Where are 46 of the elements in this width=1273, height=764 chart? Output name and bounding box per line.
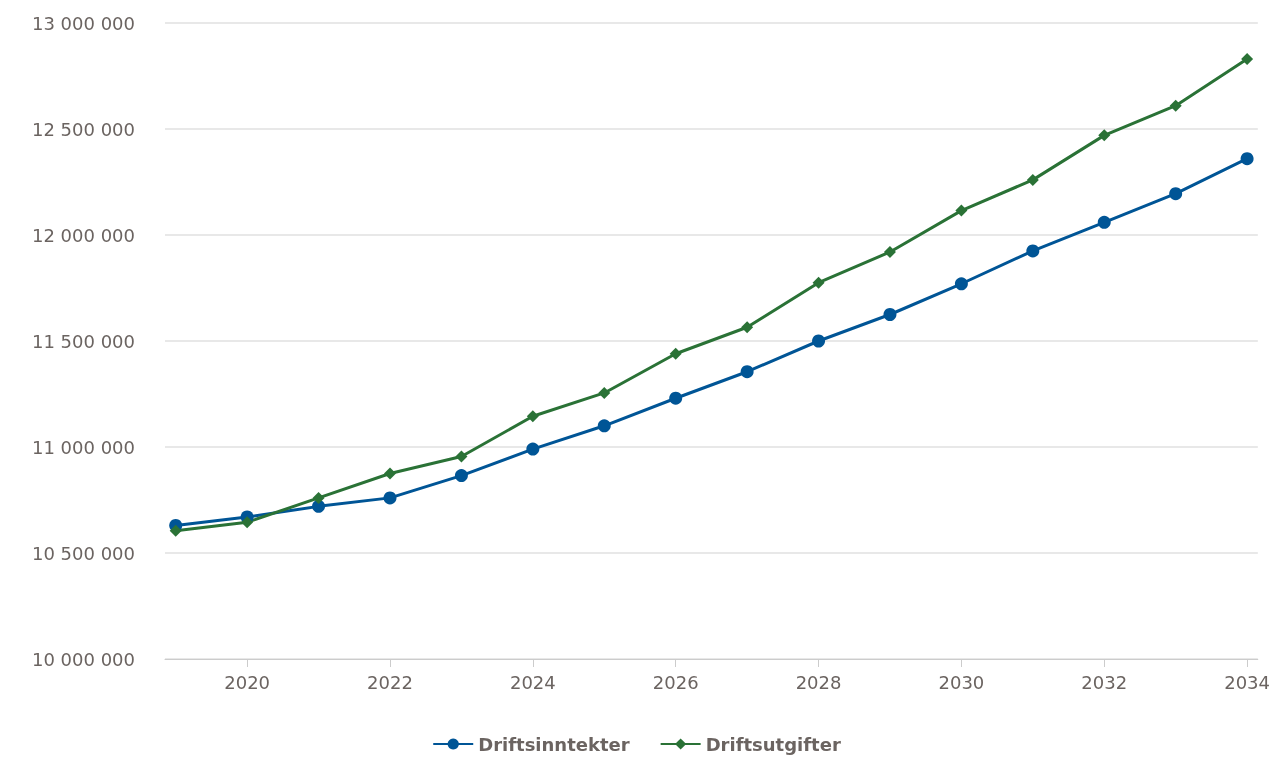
point [1097,215,1111,229]
y-tick-label: 10 000 000 [31,648,135,670]
point [526,410,539,423]
point [883,308,897,321]
y-tick-label: 13 000 000 [31,12,135,34]
point [598,386,611,399]
point [812,334,826,348]
x-tick-label: 2028 [795,671,842,693]
point [1026,244,1040,258]
point [955,204,968,217]
point [741,321,754,334]
point [740,365,754,379]
y-tick-label: 11 500 000 [31,330,135,352]
point [812,276,825,289]
x-tick-label: 2022 [367,671,413,693]
x-tick-label: 2024 [509,671,556,693]
x-tick-label: 2034 [1224,671,1270,693]
point [1169,187,1183,201]
x-tick-label: 2030 [938,671,985,693]
legend-label: Driftsutgifter [705,733,841,755]
point [1169,99,1182,112]
point [597,419,611,433]
point [312,491,325,504]
point [169,524,182,537]
y-tick-label: 12 000 000 [31,224,135,246]
point [1026,173,1039,186]
x-tick-label: 2032 [1081,671,1128,693]
point [526,442,540,456]
point [1098,129,1111,142]
legend-label: Driftsinntekter [478,733,630,755]
point [455,450,468,463]
point [454,469,468,483]
point [669,391,683,405]
y-tick-label: 10 500 000 [31,542,135,564]
point [954,277,968,291]
x-tick-label: 2020 [224,671,271,693]
point [241,516,254,529]
x-tick-label: 2026 [652,671,699,693]
point [883,245,896,258]
point [669,347,682,360]
point [383,467,396,480]
point [383,491,397,505]
point [1241,53,1254,66]
y-tick-label: 12 500 000 [31,118,135,140]
point [1240,152,1254,166]
y-tick-label: 11 000 000 [31,436,135,458]
